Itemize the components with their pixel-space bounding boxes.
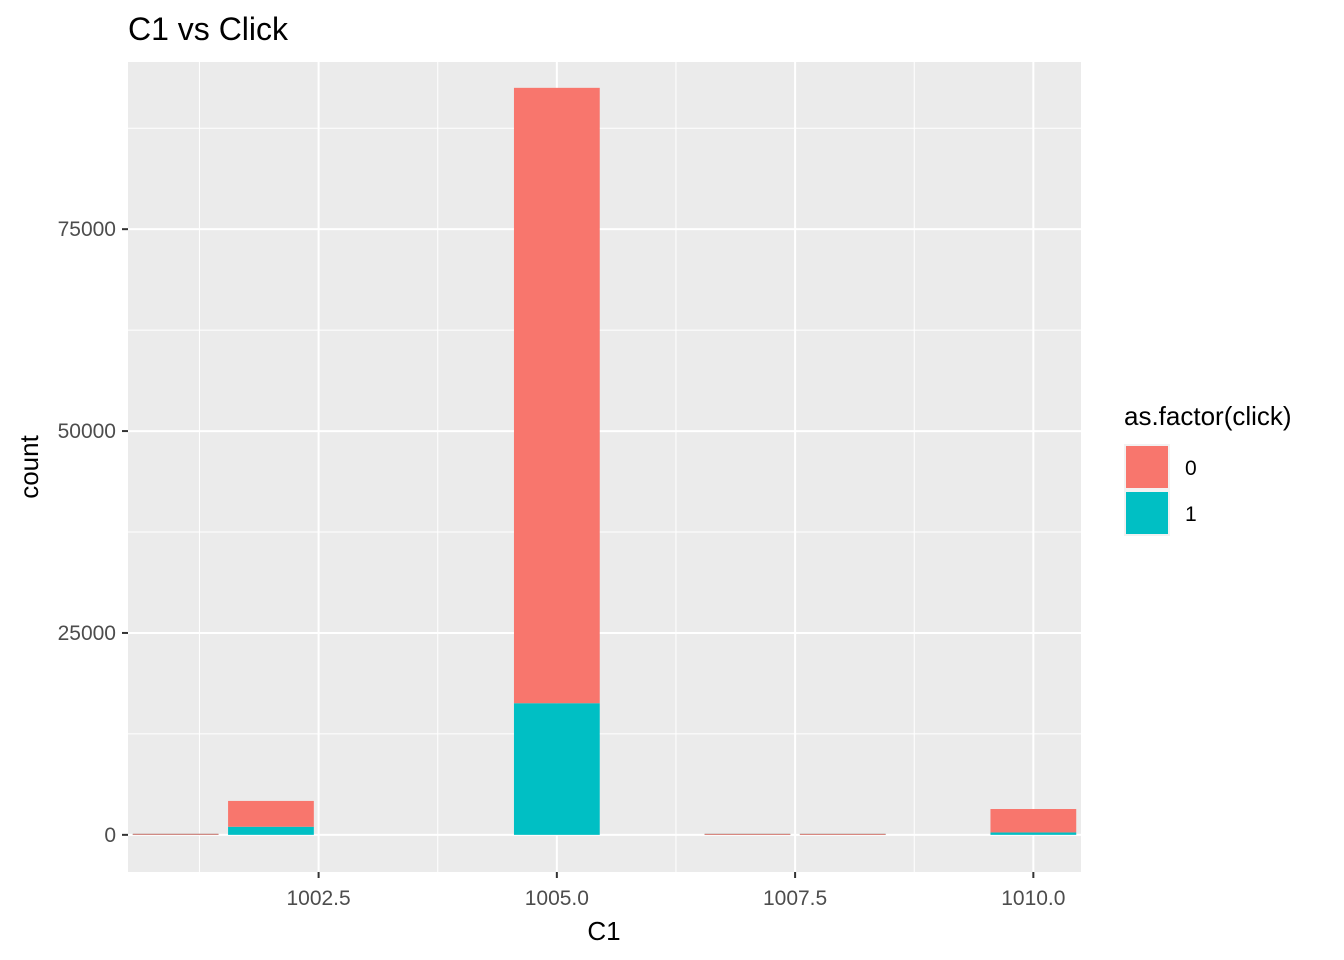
bars xyxy=(132,87,1077,835)
bar-segment-click-0 xyxy=(799,833,886,835)
y-tick-label: 75000 xyxy=(58,218,116,241)
legend-swatch-0 xyxy=(1126,446,1168,488)
y-tick-label: 0 xyxy=(104,824,116,847)
bar-segment-click-0 xyxy=(513,87,600,704)
x-tick-label: 1005.0 xyxy=(525,887,589,910)
minor-gridlines xyxy=(128,62,1081,872)
y-tick-label: 25000 xyxy=(58,622,116,645)
bar-segment-click-0 xyxy=(990,809,1077,833)
bar-segment-click-0 xyxy=(704,833,791,835)
bar-segment-click-0 xyxy=(132,833,219,835)
bar-segment-click-0 xyxy=(228,800,314,827)
plot-panel xyxy=(128,62,1081,872)
x-tick-label: 1002.5 xyxy=(286,887,350,910)
legend-title: as.factor(click) xyxy=(1124,401,1292,431)
bar-segment-click-1 xyxy=(228,826,314,835)
legend-swatch-1 xyxy=(1126,492,1168,534)
y-axis: 0 25000 50000 75000 xyxy=(58,218,128,847)
chart-title: C1 vs Click xyxy=(128,11,289,47)
y-tick-label: 50000 xyxy=(58,420,116,443)
bar-segment-click-1 xyxy=(513,703,600,835)
bar-segment-click-1 xyxy=(990,832,1077,835)
x-tick-label: 1010.0 xyxy=(1001,887,1065,910)
legend-label-1: 1 xyxy=(1185,503,1197,526)
legend: as.factor(click) 0 1 xyxy=(1124,401,1292,536)
legend-label-0: 0 xyxy=(1185,457,1197,480)
x-axis: 1002.5 1005.0 1007.5 1010.0 xyxy=(286,872,1065,910)
y-axis-title: count xyxy=(14,434,44,498)
x-tick-label: 1007.5 xyxy=(763,887,827,910)
x-axis-title: C1 xyxy=(587,916,620,946)
